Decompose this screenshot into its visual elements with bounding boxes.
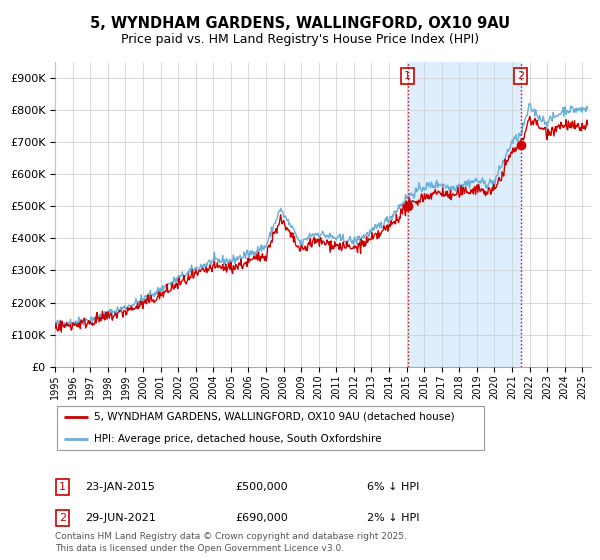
Text: 1: 1 — [59, 482, 66, 492]
Text: Price paid vs. HM Land Registry's House Price Index (HPI): Price paid vs. HM Land Registry's House … — [121, 32, 479, 46]
Text: 5, WYNDHAM GARDENS, WALLINGFORD, OX10 9AU (detached house): 5, WYNDHAM GARDENS, WALLINGFORD, OX10 9A… — [94, 412, 455, 422]
Text: 6% ↓ HPI: 6% ↓ HPI — [367, 482, 419, 492]
Text: 29-JUN-2021: 29-JUN-2021 — [85, 513, 156, 523]
Text: £690,000: £690,000 — [235, 513, 288, 523]
Text: 2: 2 — [59, 513, 66, 523]
Text: 1: 1 — [404, 71, 411, 81]
Text: 5, WYNDHAM GARDENS, WALLINGFORD, OX10 9AU: 5, WYNDHAM GARDENS, WALLINGFORD, OX10 9A… — [90, 16, 510, 31]
Text: 23-JAN-2015: 23-JAN-2015 — [85, 482, 155, 492]
Bar — [407, 62, 521, 367]
FancyBboxPatch shape — [58, 405, 484, 450]
Text: £500,000: £500,000 — [235, 482, 288, 492]
Text: HPI: Average price, detached house, South Oxfordshire: HPI: Average price, detached house, Sout… — [94, 434, 382, 444]
Text: 2% ↓ HPI: 2% ↓ HPI — [367, 513, 420, 523]
Text: Contains HM Land Registry data © Crown copyright and database right 2025.
This d: Contains HM Land Registry data © Crown c… — [55, 533, 407, 553]
Text: 2: 2 — [517, 71, 524, 81]
